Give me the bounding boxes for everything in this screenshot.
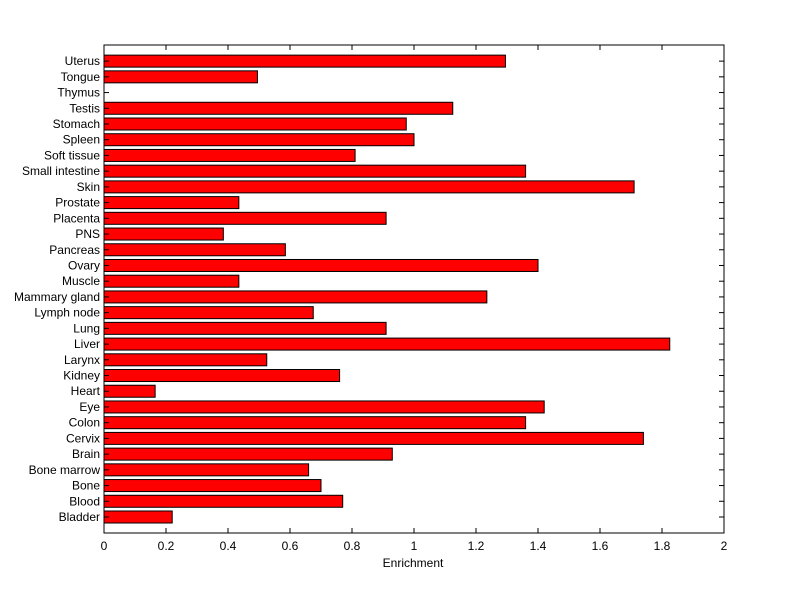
y-tick-label: Liver [74,337,100,351]
y-tick-label: Skin [77,180,100,194]
x-tick-label: 1.4 [530,539,547,553]
y-tick-label: Cervix [66,431,100,445]
bar [103,54,506,68]
x-tick-label: 1.2 [468,539,485,553]
bar [103,133,415,147]
bar [103,510,173,524]
y-tick-label: Muscle [62,274,100,288]
bar [103,494,344,508]
y-tick-label: Placenta [53,211,100,225]
x-tick-label: 0.8 [344,539,361,553]
bar [103,400,545,414]
bar [103,306,314,320]
y-tick-label: Brain [72,447,100,461]
bar [103,337,671,351]
x-tick-label: 2 [721,539,728,553]
bar [103,416,527,430]
bar [103,321,387,335]
y-tick-label: Heart [71,384,101,398]
bar [103,431,644,445]
bar [103,196,240,210]
y-tick-label: Eye [79,400,100,414]
x-tick-label: 0.6 [282,539,299,553]
y-tick-label: Stomach [53,117,100,131]
y-tick-label: Soft tissue [44,148,100,162]
bar [103,211,387,225]
y-tick-label: Bone marrow [29,463,101,477]
bar [103,274,240,288]
y-tick-label: Bladder [59,510,100,524]
y-tick-label: Larynx [64,353,100,367]
bar [103,70,258,84]
bar [103,148,356,162]
y-tick-label: Ovary [68,258,100,272]
y-tick-label: Small intestine [22,164,100,178]
x-tick-label: 1.6 [592,539,609,553]
bar [103,369,341,383]
x-axis-label: Enrichment [383,556,444,570]
y-tick-label: Testis [69,101,100,115]
y-tick-label: Prostate [55,196,100,210]
x-tick-label: 1.8 [654,539,671,553]
bar [103,164,527,178]
bar [103,447,393,461]
y-tick-label: Spleen [63,133,100,147]
x-tick-label: 0 [101,539,108,553]
y-tick-label: Mammary gland [14,290,100,304]
bar [103,101,454,115]
bar [103,258,539,272]
y-tick-label: Kidney [63,369,100,383]
bar [103,463,310,477]
x-tick-label: 1 [411,539,418,553]
y-tick-label: Blood [69,494,100,508]
x-tick-label: 0.4 [220,539,237,553]
bar [103,227,224,241]
y-tick-label: Colon [69,416,100,430]
y-tick-label: Pancreas [49,243,100,257]
y-tick-label: Bone [72,479,100,493]
y-tick-label: Lung [73,321,100,335]
y-tick-label: PNS [75,227,100,241]
y-tick-label: Thymus [57,86,100,100]
y-tick-label: Lymph node [34,306,100,320]
bar [103,180,635,194]
bar [103,384,156,398]
y-tick-label: Uterus [65,54,100,68]
bar [103,353,268,367]
bar [103,243,286,257]
bar [103,479,322,493]
bar [103,117,407,131]
y-tick-label: Tongue [61,70,101,84]
bar [103,290,488,304]
x-tick-label: 0.2 [158,539,175,553]
